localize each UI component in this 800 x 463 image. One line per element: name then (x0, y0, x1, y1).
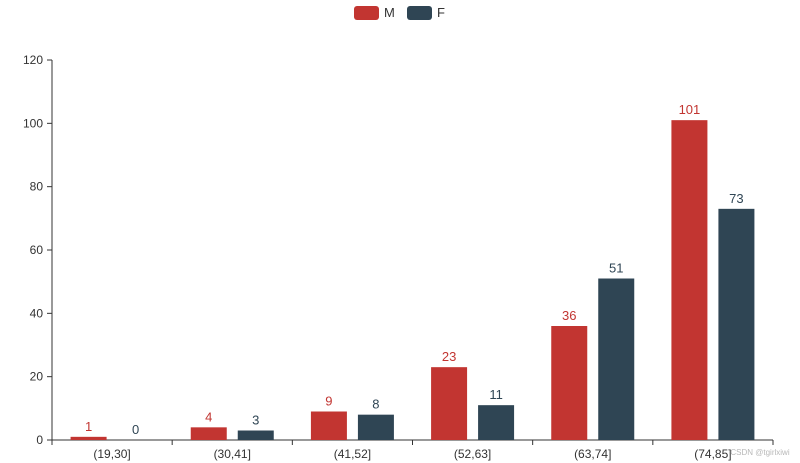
data-label: 1 (85, 419, 92, 434)
x-tick-label: (74,85] (694, 447, 731, 461)
x-tick-label: (30,41] (214, 447, 251, 461)
x-tick-label: (63,74] (574, 447, 611, 461)
legend-label-M[interactable]: M (384, 5, 395, 20)
bar-F-4[interactable] (598, 278, 635, 441)
y-tick-label: 40 (30, 306, 44, 320)
y-tick-label: 60 (30, 243, 44, 257)
data-label: 0 (132, 422, 139, 437)
data-label: 36 (562, 308, 576, 323)
bar-F-1[interactable] (237, 430, 274, 441)
y-tick-label: 120 (23, 53, 43, 67)
y-tick-label: 0 (36, 433, 43, 447)
legend-label-F[interactable]: F (437, 5, 445, 20)
data-label: 23 (442, 349, 456, 364)
bar-M-3[interactable] (431, 367, 468, 440)
x-tick-label: (19,30] (93, 447, 130, 461)
data-label: 4 (205, 409, 212, 424)
data-label: 8 (372, 397, 379, 412)
legend-swatch-M[interactable] (354, 6, 379, 20)
data-label: 9 (325, 394, 332, 409)
data-label: 73 (729, 191, 743, 206)
bar-F-5[interactable] (718, 208, 755, 440)
data-labels: 1 4 9 23 36 101 0 3 8 11 51 73 (85, 102, 744, 437)
data-label: 3 (252, 413, 259, 428)
data-label: 101 (679, 102, 701, 117)
bar-M-2[interactable] (310, 411, 347, 441)
watermark: CSDN @tgirlxiwi (730, 448, 789, 457)
y-tick-label: 100 (23, 116, 43, 130)
bar-M-0[interactable] (70, 436, 107, 440)
bar-M-4[interactable] (551, 326, 588, 440)
data-label: 11 (489, 387, 503, 402)
y-tick-label: 80 (30, 180, 44, 194)
data-label: 51 (609, 261, 623, 276)
bar-M-5[interactable] (671, 120, 708, 441)
y-tick-label: 20 (30, 370, 44, 384)
bar-F-3[interactable] (478, 405, 515, 440)
bar-M-1[interactable] (190, 427, 227, 440)
legend-swatch-F[interactable] (407, 6, 432, 20)
x-tick-label: (41,52] (334, 447, 371, 461)
x-tick-label: (52,63] (454, 447, 491, 461)
bar-F-2[interactable] (357, 414, 394, 440)
x-axis: (19,30] (30,41] (41,52] (52,63] (63,74] (74,8… (51, 439, 774, 461)
y-axis: 0 20 40 60 80 100 120 (23, 53, 53, 447)
bars (70, 120, 755, 441)
